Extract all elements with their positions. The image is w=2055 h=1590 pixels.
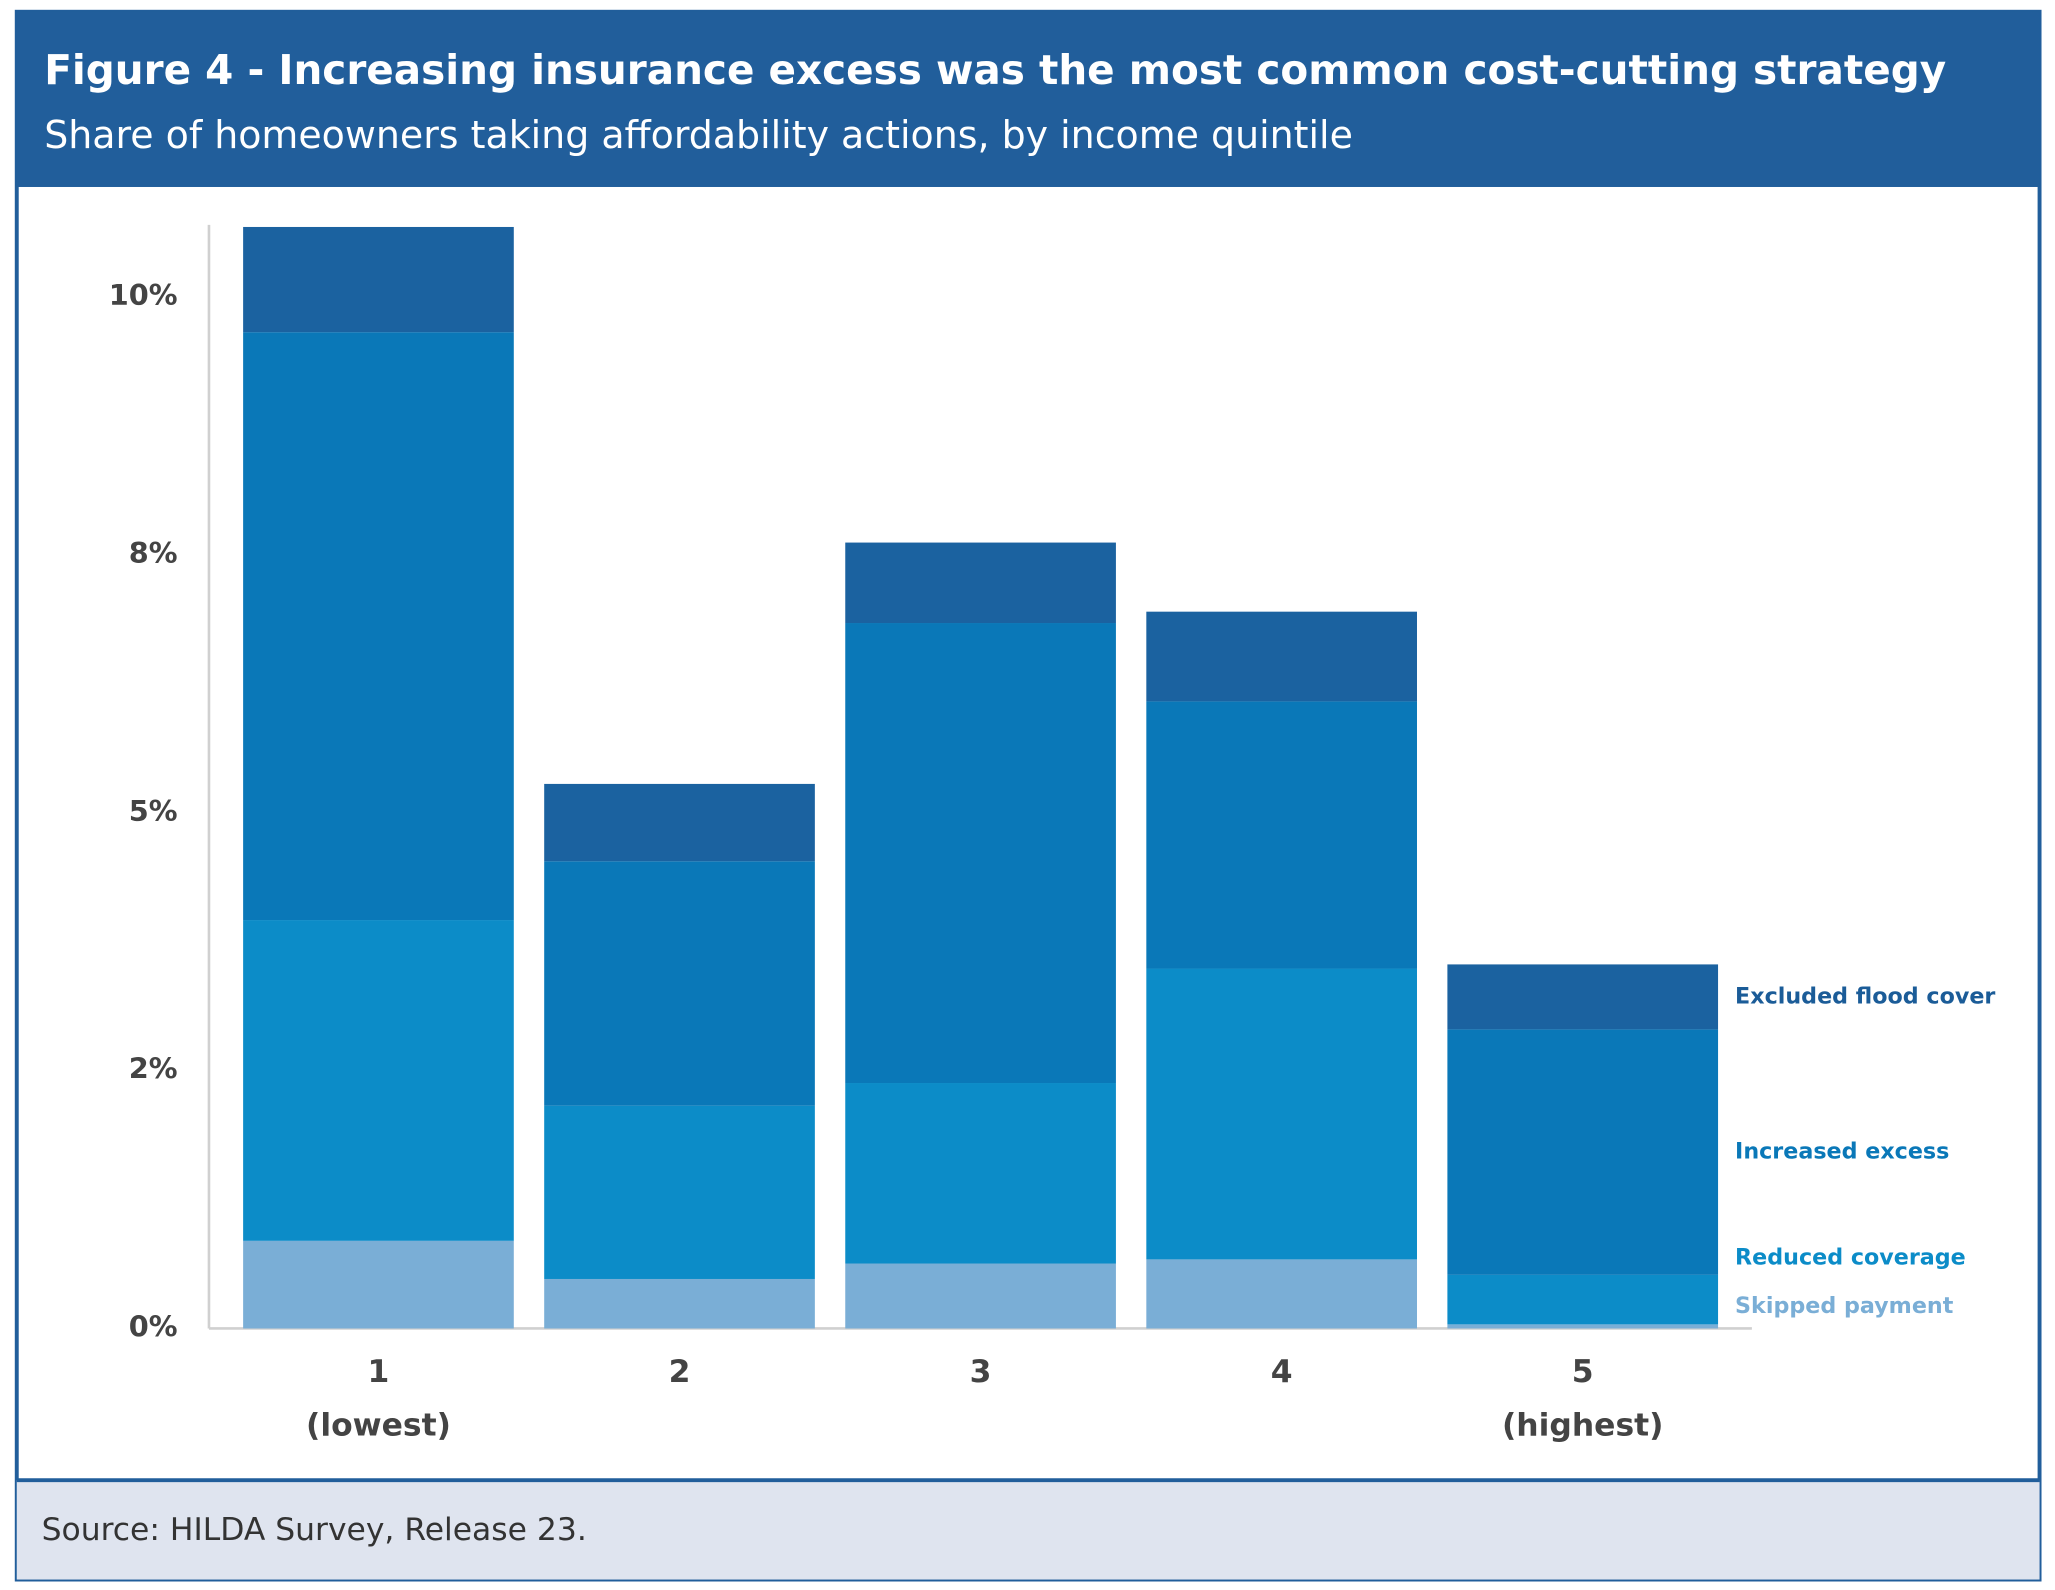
bar-segment: [1447, 1324, 1719, 1329]
chart-title: Figure 4 - Increasing insurance excess w…: [44, 46, 1946, 94]
bar-segment: [1146, 1259, 1417, 1329]
bar-segment: [243, 226, 514, 333]
x-tick-label: 5: [1572, 1354, 1594, 1390]
bar-segment: [243, 332, 514, 921]
x-tick-note: (highest): [1502, 1408, 1664, 1444]
header: [16, 11, 2040, 187]
legend-label: Reduced coverage: [1735, 1244, 1966, 1270]
bar-segment: [1146, 701, 1417, 969]
legend-label: Excluded flood cover: [1735, 983, 1995, 1009]
bar-segment: [243, 920, 514, 1241]
y-tick-label: 8%: [129, 536, 178, 570]
footer: [16, 1480, 2040, 1580]
x-tick-label: 2: [669, 1354, 691, 1390]
chart-subtitle: Share of homeowners taking affordability…: [44, 113, 1353, 157]
legend-label: Increased excess: [1735, 1139, 1949, 1165]
x-tick-label: 4: [1271, 1354, 1293, 1390]
bar-segment: [1447, 1274, 1719, 1325]
bar-segment: [845, 623, 1116, 1084]
y-tick-label: 0%: [129, 1309, 178, 1343]
bar-segment: [544, 783, 815, 862]
bar-segment: [1447, 964, 1719, 1030]
y-tick-label: 2%: [129, 1052, 178, 1086]
bar-segment: [544, 1105, 815, 1279]
bar-segment: [1146, 968, 1417, 1260]
source-note: Source: HILDA Survey, Release 23.: [42, 1512, 587, 1548]
x-tick-label: 3: [970, 1354, 992, 1390]
bar-segment: [243, 1240, 514, 1329]
bar-segment: [544, 1278, 815, 1329]
y-tick-label: 10%: [109, 278, 178, 312]
x-tick-note: (lowest): [306, 1408, 451, 1444]
x-tick-label: 1: [368, 1354, 390, 1390]
bar-segment: [1146, 611, 1417, 702]
bar-segment: [1447, 1029, 1719, 1275]
bar-segment: [845, 542, 1116, 624]
legend-label: Skipped payment: [1735, 1293, 1954, 1319]
bar-segment: [845, 1083, 1116, 1264]
bar-segment: [845, 1263, 1116, 1329]
y-tick-label: 5%: [129, 794, 178, 828]
plot: 0% 2% 5% 8% 10% 1 (lowest) 2 3 4 5 (highest) Skipped…: [109, 224, 1995, 1444]
bar-segment: [544, 861, 815, 1106]
